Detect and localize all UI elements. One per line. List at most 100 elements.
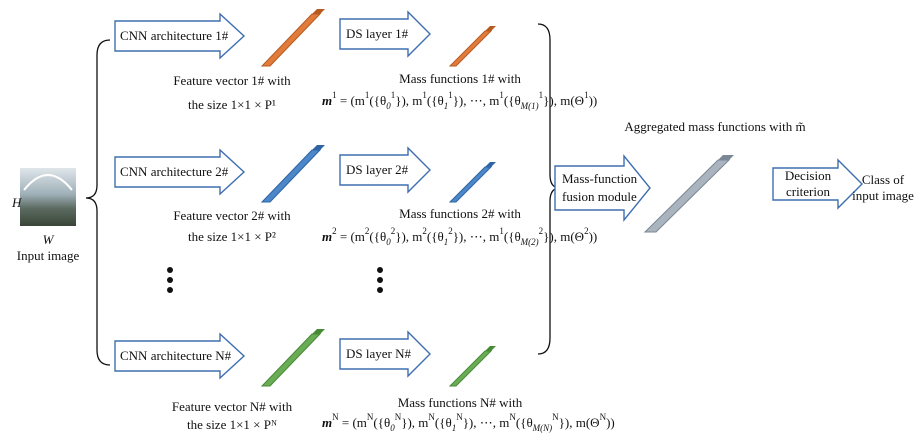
formula-sup: N	[509, 412, 516, 422]
cnn-label: CNN architecture N#	[120, 348, 232, 363]
block-arrow	[114, 332, 246, 380]
formula-sup: 1	[448, 90, 453, 100]
formula-part: }), m	[401, 415, 428, 430]
h-label: H	[11, 195, 22, 210]
vector-bar-top	[718, 155, 734, 160]
formula-sup: 2	[365, 226, 370, 236]
mass-text: Mass functions 2# with	[399, 206, 521, 221]
block-arrow	[339, 330, 431, 378]
mass-text: Mass functions N# with	[398, 395, 523, 410]
formula-sup: N	[428, 412, 435, 422]
formula-sup: N	[367, 412, 374, 422]
formula-part: ))	[606, 415, 615, 430]
vector-bar-top	[312, 145, 325, 150]
formula-part: ({θ	[369, 93, 386, 108]
ellipsis	[167, 267, 383, 293]
fusion-label: Mass-function	[562, 171, 638, 186]
vector-bar-side	[270, 9, 325, 66]
vector-bar	[448, 166, 493, 203]
formula-sub: 1	[452, 423, 457, 433]
feature-text: Feature vector 2# with	[173, 208, 291, 223]
formula-sup: 2	[332, 226, 337, 236]
ds-label: DS layer N#	[346, 346, 411, 361]
output-label: input image	[852, 188, 914, 203]
formula-part: ({θ	[427, 229, 444, 244]
ds-label: DS layer 2#	[346, 162, 409, 177]
formula-part: }), ⋯, m	[453, 229, 500, 244]
formula-part: = (m	[339, 415, 367, 430]
formula-sub: 0	[386, 237, 391, 247]
formula-sup: N	[456, 412, 463, 422]
vector-bar	[448, 30, 493, 67]
image-detail	[23, 174, 73, 191]
output-label: Class of	[862, 172, 905, 187]
vector-bar-top	[485, 162, 496, 167]
formula: m1​ = (m1​({θ01​}), m1​({θ11​}), ⋯, m1​(…	[322, 90, 597, 111]
formula-sup: 1	[422, 90, 427, 100]
formula-part: }), m(Θ	[543, 229, 584, 244]
formula-part: ({θ	[369, 229, 386, 244]
formula-sub: 0	[386, 101, 391, 111]
formula-sup: 1	[332, 90, 337, 100]
formula-part: m	[322, 229, 332, 244]
formula-part: ({θ	[516, 415, 533, 430]
formula-sub: 1	[444, 237, 449, 247]
cnn-label: CNN architecture 1#	[120, 28, 229, 43]
decision-label: Decision	[785, 168, 832, 183]
formula-sub: M(1)	[520, 101, 539, 111]
formula-part: }), ⋯, m	[453, 93, 500, 108]
formula-sub: 1	[444, 101, 449, 111]
feature-text: the size 1×1 × P²	[188, 229, 276, 244]
feature-text: the size 1×1 × P¹	[188, 97, 276, 112]
vector-bar-top	[485, 26, 496, 31]
formula-sup: 2	[584, 226, 589, 236]
formula-part: ))	[589, 229, 598, 244]
formula-part: m	[322, 415, 332, 430]
mass-text: Mass functions 1# with	[399, 71, 521, 86]
input-caption: Input image	[17, 248, 80, 263]
formula-part: }), ⋯, m	[463, 415, 510, 430]
formula-sup: 2	[422, 226, 427, 236]
block-arrow	[114, 148, 246, 196]
fusion-label: fusion module	[562, 189, 637, 204]
formula-part: = (m	[337, 93, 365, 108]
formula-sup: N	[395, 412, 402, 422]
formula-part: m	[322, 93, 332, 108]
input-image	[20, 168, 76, 226]
formula-sup: 1	[539, 90, 544, 100]
formula-sup: N	[332, 412, 339, 422]
feature-text: Feature vector N# with	[172, 399, 293, 414]
formula-sup: 1	[499, 90, 504, 100]
formula-part: = (m	[337, 229, 365, 244]
vector-bar	[448, 350, 493, 387]
ds-label: DS layer 1#	[346, 26, 409, 41]
formula-part: ({θ	[435, 415, 452, 430]
block-arrow	[339, 10, 431, 58]
formula-sub: 0	[390, 423, 395, 433]
formula-part: ({θ	[373, 415, 390, 430]
block-arrow	[772, 158, 863, 210]
formula-part: }), m	[395, 93, 422, 108]
formula-sup: 2	[448, 226, 453, 236]
formula: mN​ = (mN​({θ0N​}), mN​({θ1N​}), ⋯, mN​(…	[322, 412, 615, 433]
formula-part: }), m(Θ	[559, 415, 600, 430]
formula-sup: N	[552, 412, 559, 422]
vector-bar	[260, 13, 322, 67]
left-brace	[85, 39, 111, 366]
formula-part: ))	[589, 93, 598, 108]
vector-bar-side	[270, 329, 325, 386]
vector-bar-top	[485, 346, 496, 351]
block-arrow	[554, 154, 651, 222]
vector-bar-side	[270, 145, 325, 202]
formula-sup: 1	[584, 90, 589, 100]
vector-bar	[260, 333, 322, 387]
vector-bar-top	[312, 9, 325, 14]
vector-bar-side	[656, 155, 734, 232]
formula-part: ({θ	[504, 93, 521, 108]
w-label: W	[43, 232, 55, 247]
formula-sup: 1	[499, 226, 504, 236]
formula-part: ({θ	[504, 229, 521, 244]
vector-bar-top	[312, 329, 325, 334]
formula-sub: M(N)	[532, 423, 553, 433]
